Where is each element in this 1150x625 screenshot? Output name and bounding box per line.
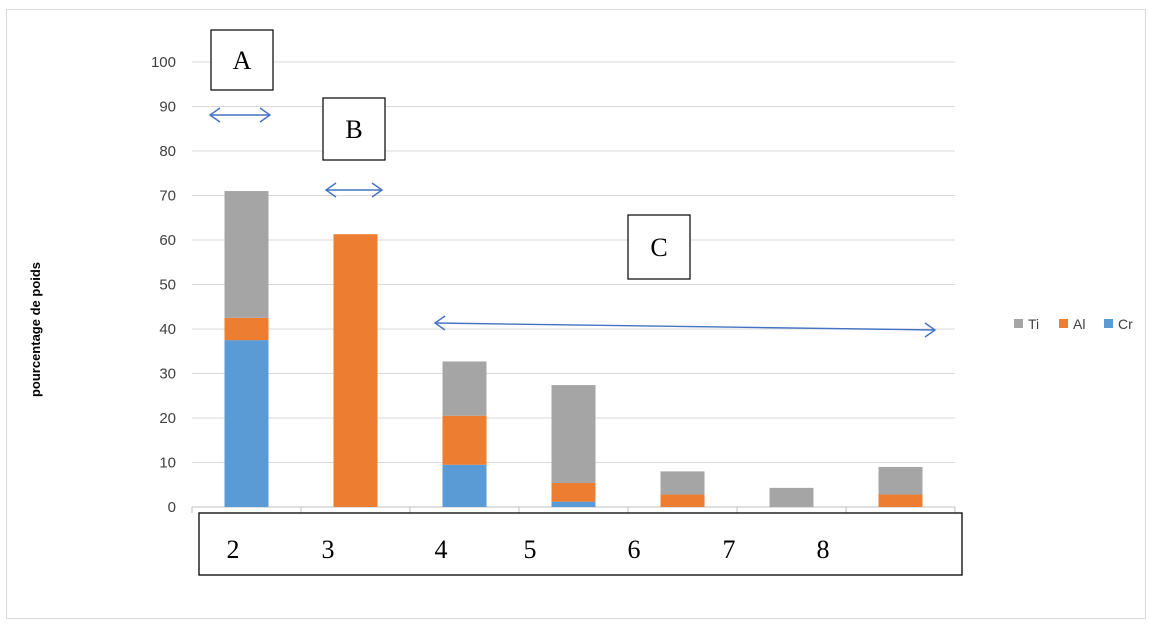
annotation-box-b <box>322 97 386 161</box>
annotation-box-c <box>627 214 691 280</box>
y-tick-label: 60 <box>159 232 176 249</box>
y-axis-title: pourcentage de poids <box>28 262 43 397</box>
legend-label-ti: Ti <box>1028 316 1039 332</box>
x-category-label: 5 <box>524 535 537 564</box>
bar-cr-2 <box>224 340 269 507</box>
bar-cr-4 <box>442 464 487 507</box>
y-tick-label: 30 <box>159 366 176 383</box>
legend-swatch-cr <box>1104 319 1113 328</box>
bar-ti-5 <box>551 385 596 483</box>
bar-al-4 <box>442 415 487 465</box>
bar-al-5 <box>551 482 596 502</box>
legend-label-cr: Cr <box>1118 316 1133 332</box>
x-category-label: 3 <box>322 535 335 564</box>
arrowhead-right-b <box>371 182 384 198</box>
bar-cr-5 <box>551 501 596 507</box>
chart-frame <box>6 9 1146 619</box>
annotation-box-a <box>210 29 274 91</box>
arrowhead-left-a <box>208 107 221 123</box>
arrowhead-right-c <box>924 322 937 338</box>
bar-ti-6 <box>660 471 705 495</box>
y-tick-label: 40 <box>159 321 176 338</box>
y-tick-label: 50 <box>159 277 176 294</box>
y-tick-label: 0 <box>168 499 176 516</box>
bar-al-2 <box>224 317 269 341</box>
x-category-label: 8 <box>817 535 830 564</box>
y-tick-label: 20 <box>159 410 176 427</box>
bar-al-6 <box>660 494 705 507</box>
legend-swatch-ti <box>1014 319 1023 328</box>
annotation-label-b: B <box>345 115 362 144</box>
bar-ti-2 <box>224 191 269 318</box>
bar-al-8 <box>878 494 923 507</box>
y-tick-label: 80 <box>159 143 176 160</box>
bar-ti-7 <box>769 487 814 507</box>
bar-ti-8 <box>878 466 923 495</box>
x-category-label: 7 <box>723 535 736 564</box>
y-tick-label: 100 <box>151 54 176 71</box>
bar-ti-4 <box>442 361 487 416</box>
annotation-arrow-c <box>434 322 936 331</box>
bar-al-3 <box>333 234 378 507</box>
x-category-label: 4 <box>435 535 448 564</box>
y-tick-label: 10 <box>159 455 176 472</box>
arrowhead-left-b <box>324 182 337 198</box>
legend-swatch-al <box>1059 319 1068 328</box>
x-label-box <box>198 512 963 576</box>
annotation-label-a: A <box>233 46 252 75</box>
arrowhead-left-c <box>433 315 446 331</box>
arrowhead-right-a <box>259 107 272 123</box>
y-tick-label: 70 <box>159 188 176 205</box>
legend-label-al: Al <box>1073 316 1085 332</box>
x-category-label: 6 <box>628 535 641 564</box>
annotation-label-c: C <box>650 233 667 262</box>
y-tick-label: 90 <box>159 99 176 116</box>
x-category-label: 2 <box>227 535 240 564</box>
